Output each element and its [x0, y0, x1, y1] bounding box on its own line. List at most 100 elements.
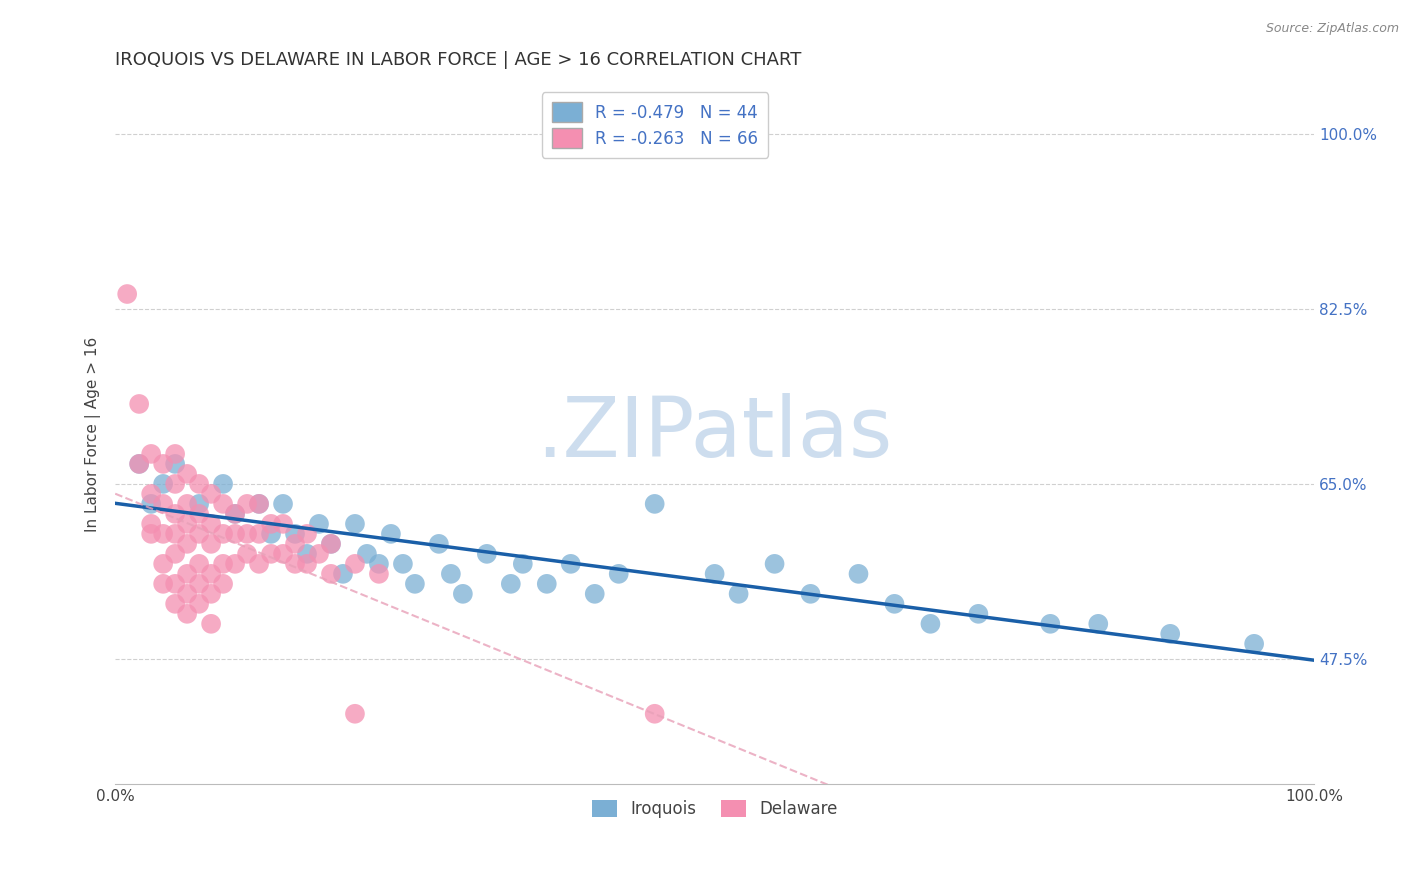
Point [284, 537, 307, 551]
Point [212, 527, 235, 541]
Point [392, 557, 415, 571]
Point [644, 706, 666, 721]
Point [141, 497, 163, 511]
Text: .ZIPatlas: .ZIPatlas [537, 393, 893, 475]
Point [583, 587, 606, 601]
Point [200, 487, 222, 501]
Point [188, 557, 211, 571]
Point [295, 527, 318, 541]
Point [176, 497, 198, 511]
Point [188, 577, 211, 591]
Point [188, 527, 211, 541]
Point [1243, 637, 1265, 651]
Point [920, 616, 942, 631]
Point [703, 566, 725, 581]
Point [224, 507, 246, 521]
Point [176, 566, 198, 581]
Point [141, 516, 163, 531]
Point [427, 537, 450, 551]
Point [319, 566, 342, 581]
Point [499, 577, 522, 591]
Point [165, 507, 187, 521]
Point [284, 557, 307, 571]
Legend: Iroquois, Delaware: Iroquois, Delaware [585, 793, 845, 824]
Point [212, 476, 235, 491]
Point [152, 577, 174, 591]
Point [236, 527, 259, 541]
Point [1039, 616, 1062, 631]
Point [295, 557, 318, 571]
Point [200, 587, 222, 601]
Point [176, 537, 198, 551]
Point [247, 557, 270, 571]
Point [188, 497, 211, 511]
Point [165, 597, 187, 611]
Point [165, 577, 187, 591]
Point [607, 566, 630, 581]
Point [1087, 616, 1109, 631]
Point [141, 487, 163, 501]
Point [152, 457, 174, 471]
Point [512, 557, 534, 571]
Point [128, 457, 150, 471]
Point [236, 497, 259, 511]
Text: IROQUOIS VS DELAWARE IN LABOR FORCE | AGE > 16 CORRELATION CHART: IROQUOIS VS DELAWARE IN LABOR FORCE | AG… [115, 51, 801, 69]
Point [152, 557, 174, 571]
Point [368, 557, 391, 571]
Point [152, 497, 174, 511]
Point [188, 476, 211, 491]
Point [224, 557, 246, 571]
Point [260, 547, 283, 561]
Point [380, 527, 402, 541]
Point [200, 616, 222, 631]
Point [200, 537, 222, 551]
Point [165, 457, 187, 471]
Point [319, 537, 342, 551]
Point [883, 597, 905, 611]
Point [224, 507, 246, 521]
Point [247, 497, 270, 511]
Point [165, 447, 187, 461]
Point [967, 607, 990, 621]
Point [165, 476, 187, 491]
Point [308, 516, 330, 531]
Point [440, 566, 463, 581]
Point [236, 547, 259, 561]
Point [799, 587, 821, 601]
Point [165, 547, 187, 561]
Point [128, 457, 150, 471]
Point [200, 566, 222, 581]
Point [152, 476, 174, 491]
Point [176, 607, 198, 621]
Point [128, 397, 150, 411]
Point [343, 706, 366, 721]
Point [343, 557, 366, 571]
Point [368, 566, 391, 581]
Point [848, 566, 870, 581]
Point [176, 516, 198, 531]
Point [152, 527, 174, 541]
Point [560, 557, 582, 571]
Point [319, 537, 342, 551]
Point [212, 497, 235, 511]
Point [260, 516, 283, 531]
Point [176, 467, 198, 481]
Point [343, 516, 366, 531]
Point [763, 557, 786, 571]
Point [141, 527, 163, 541]
Point [1159, 627, 1181, 641]
Point [308, 547, 330, 561]
Point [332, 566, 354, 581]
Point [404, 577, 426, 591]
Point [295, 547, 318, 561]
Point [188, 597, 211, 611]
Point [224, 527, 246, 541]
Point [188, 507, 211, 521]
Point [536, 577, 558, 591]
Point [212, 577, 235, 591]
Point [451, 587, 474, 601]
Point [356, 547, 378, 561]
Point [176, 587, 198, 601]
Point [475, 547, 498, 561]
Point [141, 447, 163, 461]
